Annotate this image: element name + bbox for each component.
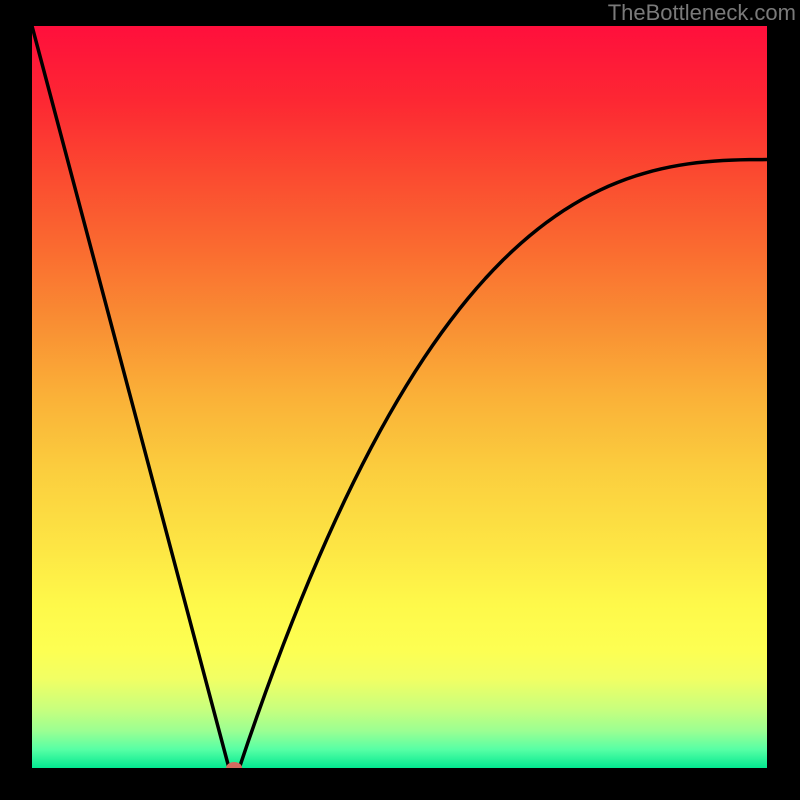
watermark-text: TheBottleneck.com: [608, 0, 796, 26]
chart-plot-area: [32, 26, 767, 768]
v-curve-path: [32, 26, 767, 768]
bottleneck-curve: [32, 26, 767, 768]
